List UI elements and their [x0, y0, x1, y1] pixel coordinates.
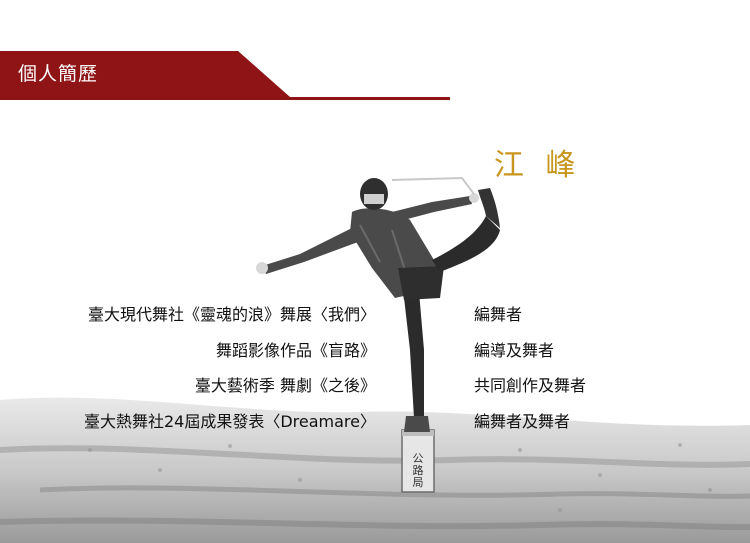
road-marker-post: 公 路 局 [401, 429, 435, 493]
bio-work-4: 臺大熱舞社24屆成果發表〈Dreamare〉 [83, 412, 376, 431]
bio-work-3: 臺大藝術季 舞劇《之後》 [194, 376, 376, 395]
section-banner: 個人簡歷 [0, 51, 290, 97]
banner-shape [0, 51, 290, 97]
marker-text-2: 路 [413, 464, 424, 477]
field [0, 397, 750, 543]
dancer-figure [256, 176, 500, 432]
bio-role-4: 編舞者及舞者 [474, 412, 571, 431]
marker-text-1: 公 [413, 452, 424, 465]
bio-work-2: 舞蹈影像作品《盲路》 [215, 341, 376, 360]
marker-text-3: 局 [413, 476, 424, 489]
bio-role-2: 編導及舞者 [474, 341, 555, 360]
section-title: 個人簡歷 [18, 63, 99, 85]
banner-underline [0, 97, 450, 100]
dancer-photo: 公 路 局 [0, 176, 750, 543]
bio-role-3: 共同創作及舞者 [474, 376, 587, 395]
bio-role-1: 編舞者 [474, 305, 523, 324]
person-name: 江 峰 [494, 148, 582, 183]
bio-work-1: 臺大現代舞社《靈魂的浪》舞展〈我們〉 [87, 305, 376, 324]
